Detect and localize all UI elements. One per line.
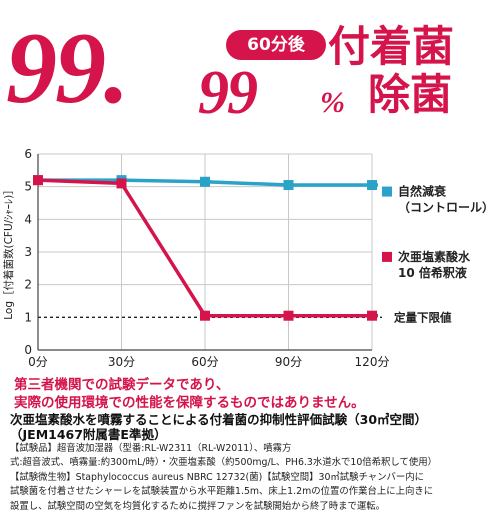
x-tick-label: 90分: [275, 355, 302, 369]
legend-marker-1: [382, 251, 392, 262]
y-tick-label: 0: [24, 343, 32, 357]
disclaimer-line1: 第三者機関での試験データであり、: [14, 377, 230, 393]
test-desc-line3: 【試験微生物】Staphylococcus aureus NBRC 12732(…: [10, 471, 425, 483]
legend-label-0: 自然減衰: [398, 184, 447, 199]
disclaimer-line2: 実際の使用環境での性能を保障するものではありません。: [14, 395, 365, 411]
y-tick-label: 5: [24, 180, 32, 194]
reference-line-label: 定量下限値: [394, 310, 452, 324]
headline-big-number: 99.: [6, 12, 129, 125]
data-point-1: [200, 310, 210, 321]
x-tick-label: 60分: [191, 355, 218, 369]
series-layer: [33, 175, 378, 321]
headline-percent: %: [320, 86, 345, 119]
test-desc-line1: 【試験品】超音波加湿器（型番:RL-W2311（RL-W2011）、噴霧方: [10, 443, 292, 454]
time-badge: 60分後: [226, 30, 326, 60]
x-tick-label: 120分: [355, 355, 390, 369]
x-tick-labels: 0分 30分 60分 90分 120分: [28, 355, 389, 369]
y-tick-label: 4: [24, 212, 32, 226]
y-axis-label: Log［付着菌数(CFU/ｼｬｰﾚ)］: [2, 184, 15, 320]
legend-label-0: （コントロール）: [398, 200, 494, 215]
headline: 99. 99 % 60分後 付着菌 除菌: [0, 0, 500, 130]
data-point-1: [33, 175, 43, 186]
y-tick-label: 6: [24, 147, 32, 161]
legend-label-1: 10 倍希釈液: [398, 265, 467, 280]
test-desc-line5: 設置し、試験空間の空気を均質化するために撹拌ファンを試験開始から終了時まで運転。: [10, 500, 386, 512]
headline-title-line2: 除菌: [368, 70, 453, 119]
test-title-line1: 次亜塩素酸水を噴霧することによる付着菌の抑制性評価試験（30㎥空間）: [10, 412, 428, 427]
disclaimer-notice: 第三者機関での試験データであり、 実際の使用環境での性能を保障するものではありま…: [14, 376, 494, 412]
legend-marker-0: [382, 186, 392, 197]
headline-decimal: 99: [198, 59, 258, 127]
data-point-0: [283, 180, 294, 191]
test-title: 次亜塩素酸水を噴霧することによる付着菌の抑制性評価試験（30㎥空間） （JEM1…: [10, 412, 496, 442]
data-point-1: [283, 310, 294, 321]
headline-title-line1: 付着菌: [328, 22, 455, 71]
x-tick-label: 30分: [108, 355, 135, 369]
test-description: 【試験品】超音波加湿器（型番:RL-W2311（RL-W2011）、噴霧方 式:…: [10, 442, 498, 514]
y-tick-label: 3: [24, 245, 32, 259]
legend-label-1: 次亜塩素酸水: [398, 249, 471, 264]
test-desc-line4: 試験菌を付着させたシャーレを試験装置から水平距離1.5m、床上1.2mの位置の作…: [10, 486, 434, 498]
x-tick-label: 0分: [28, 355, 48, 369]
data-point-1: [116, 178, 127, 189]
y-tick-label: 1: [24, 310, 32, 324]
data-point-0: [200, 176, 210, 187]
line-chart: 0 1 2 3 4 5 6 0分 30分 60分 90分 120分 自然減衰（コントロール） 次亜塩素…: [2, 147, 494, 369]
test-desc-line2: 式:超音波式、噴霧量:約300mL/時）・次亜塩素酸（約500mg/L、PH6.…: [10, 457, 438, 469]
y-tick-label: 2: [24, 278, 32, 292]
y-tick-labels: 0 1 2 3 4 5 6: [24, 147, 32, 357]
test-title-line2: （JEM1467附属書E準拠）: [10, 427, 167, 442]
